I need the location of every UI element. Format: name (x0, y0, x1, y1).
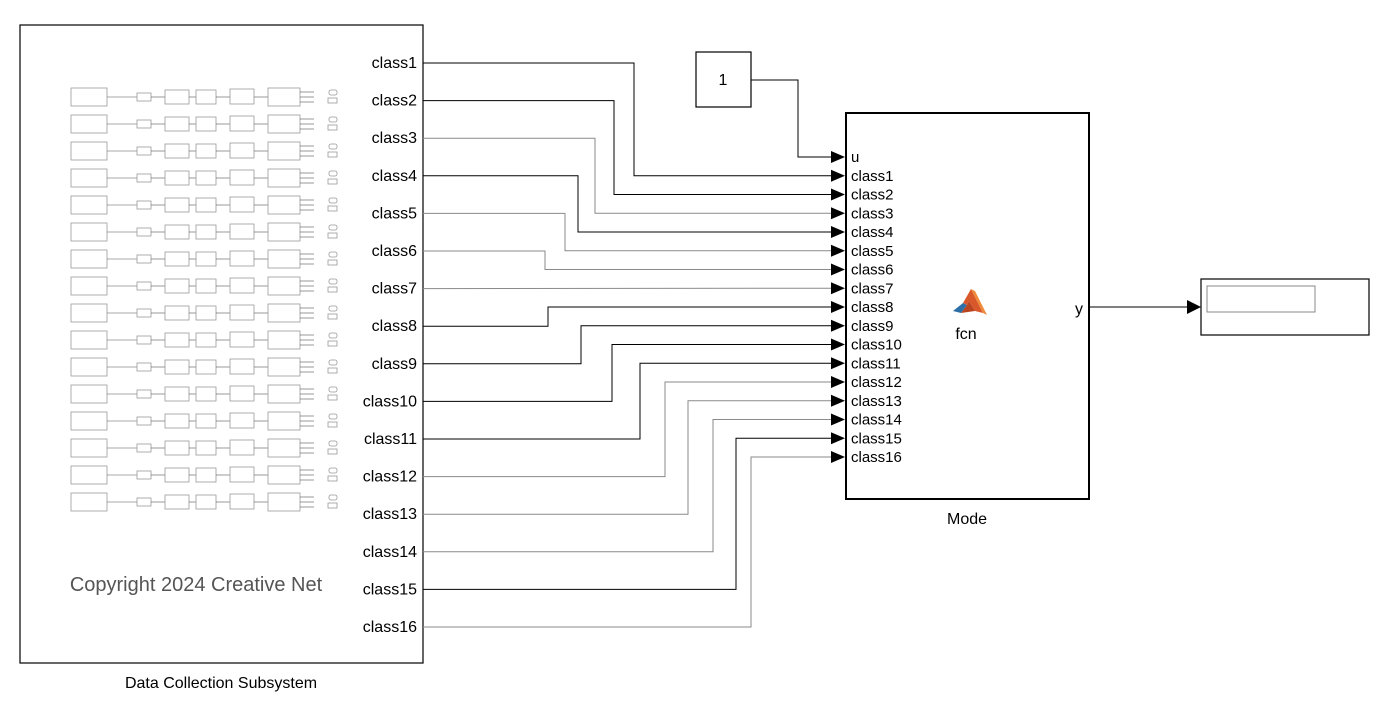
input-port-u: u (851, 149, 859, 166)
output-port-y-label: y (1075, 301, 1083, 318)
input-arrow-class7 (831, 282, 845, 295)
thumbnail-row (70, 384, 338, 404)
input-port-class11: class11 (851, 355, 901, 372)
input-arrow-class4 (831, 226, 845, 238)
input-arrow-class6 (831, 263, 845, 276)
subsystem-port-class7: class7 (372, 281, 417, 298)
subsystem-port-class1: class1 (372, 55, 417, 72)
input-arrow-u (831, 151, 845, 163)
input-port-class7: class7 (851, 280, 894, 297)
signal-line-class11 (423, 362, 831, 440)
input-port-class1: class1 (851, 168, 894, 185)
data-collection-subsystem-block[interactable] (19, 24, 424, 664)
subsystem-port-class13: class13 (363, 506, 417, 523)
signal-line-u (751, 79, 831, 158)
signal-line-class3 (423, 137, 831, 214)
input-port-class8: class8 (851, 299, 894, 316)
constant-block[interactable] (695, 51, 752, 108)
thumbnail-row (70, 465, 338, 485)
copyright-text: Copyright 2024 Creative Net (70, 574, 323, 596)
input-arrow-class10 (831, 338, 845, 351)
thumbnail-row (70, 276, 338, 296)
input-arrow-class5 (831, 244, 845, 257)
subsystem-port-class2: class2 (372, 93, 417, 110)
thumbnail-row (70, 222, 338, 242)
input-arrow-class15 (831, 432, 845, 445)
display-input-arrow (1187, 300, 1201, 314)
signal-lines (422, 62, 1201, 628)
thumbnail-row (70, 195, 338, 215)
mode-caption: Mode (947, 511, 987, 528)
thumbnail-row (70, 438, 338, 458)
subsystem-port-class8: class8 (372, 318, 417, 335)
signal-line-class15 (423, 437, 831, 590)
subsystem-port-class5: class5 (372, 205, 417, 222)
input-arrow-class3 (831, 207, 845, 220)
subsystem-port-class4: class4 (372, 168, 417, 185)
thumbnail-row (70, 411, 338, 431)
thumbnail-row (70, 330, 338, 350)
subsystem-port-class9: class9 (372, 356, 417, 373)
thumbnail-row (70, 249, 338, 269)
thumbnail-row (70, 141, 338, 161)
input-arrow-class13 (831, 394, 845, 407)
input-arrow-class1 (831, 169, 845, 182)
input-arrow-class2 (831, 188, 845, 201)
subsystem-port-class14: class14 (363, 544, 417, 561)
thumbnail-row (70, 357, 338, 377)
input-port-class3: class3 (851, 205, 894, 222)
subsystem-port-class16: class16 (363, 619, 417, 636)
fcn-label: fcn (955, 326, 976, 343)
thumbnail-row (70, 492, 338, 512)
thumbnail-row (70, 114, 338, 134)
input-port-class5: class5 (851, 243, 894, 260)
subsystem-port-class10: class10 (363, 393, 417, 410)
input-port-class14: class14 (851, 412, 902, 429)
input-port-class12: class12 (851, 374, 902, 391)
subsystem-thumbnail (70, 87, 338, 512)
input-port-class16: class16 (851, 449, 902, 466)
constant-value: 1 (719, 72, 728, 89)
signal-line-class2 (423, 100, 831, 195)
signal-line-class10 (423, 344, 831, 402)
subsystem-port-class6: class6 (372, 243, 417, 260)
matlab-logo-icon (953, 289, 987, 315)
input-arrow-class11 (831, 357, 845, 370)
signal-line-class16 (423, 456, 831, 628)
signal-line-class5 (423, 212, 831, 252)
input-arrow-class8 (831, 301, 845, 313)
signal-line-class14 (423, 419, 831, 553)
signal-line-class9 (423, 325, 831, 365)
thumbnail-row (70, 303, 338, 323)
subsystem-port-class3: class3 (372, 130, 417, 147)
subsystem-caption: Data Collection Subsystem (125, 675, 317, 692)
input-port-class2: class2 (851, 187, 894, 204)
input-port-class13: class13 (851, 393, 902, 410)
signal-line-class1 (423, 62, 831, 177)
subsystem-output-ports: class1 class2 class3 class4 class5 class6 clas… (363, 55, 417, 636)
thumbnail-row (70, 87, 338, 107)
signal-line-class8 (423, 306, 831, 327)
input-port-class6: class6 (851, 262, 894, 279)
function-input-ports: uclass1class2class3class4class5class6cla… (831, 149, 902, 466)
subsystem-port-class11: class11 (364, 431, 417, 448)
subsystem-port-class12: class12 (363, 469, 417, 486)
input-port-class4: class4 (851, 224, 894, 241)
input-port-class15: class15 (851, 430, 902, 447)
input-arrow-class16 (831, 451, 845, 463)
display-readout-icon (1206, 285, 1316, 313)
signal-line-class13 (423, 400, 831, 515)
input-arrow-class12 (831, 376, 845, 388)
input-port-class10: class10 (851, 337, 902, 354)
thumbnail-row (70, 168, 338, 188)
input-port-class9: class9 (851, 318, 894, 335)
input-arrow-class14 (831, 413, 845, 426)
signal-line-class6 (423, 250, 831, 270)
signal-line-class12 (423, 381, 831, 478)
input-arrow-class9 (831, 319, 845, 332)
subsystem-port-class15: class15 (363, 581, 417, 598)
signal-line-class4 (423, 175, 831, 233)
